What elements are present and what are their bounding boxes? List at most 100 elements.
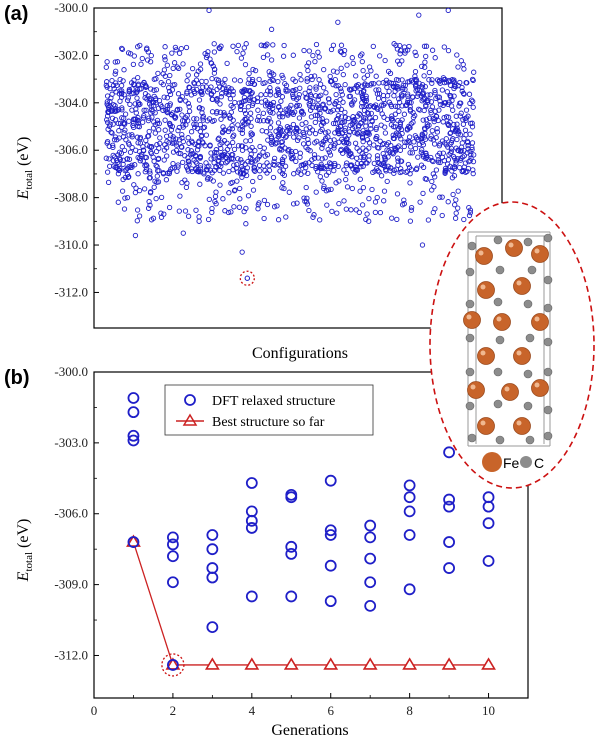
fe-atom-highlight [508,242,514,248]
configuration-point [130,61,137,68]
configuration-point [358,154,364,160]
configuration-point [317,110,323,116]
panel-a-frame [93,7,503,329]
configuration-point [418,149,424,155]
configuration-point [372,199,379,205]
best-structure-point [126,534,141,547]
dft-point [443,500,455,513]
configuration-point [121,67,127,73]
configuration-point [369,117,375,124]
configuration-point [366,153,372,159]
configuration-point [336,103,342,110]
c-atom [495,435,505,445]
configuration-point [223,160,229,166]
configuration-point [158,194,165,201]
configuration-point [137,42,143,49]
configuration-point [245,193,252,199]
configuration-point [136,148,143,155]
panel-a-y-tick-label: -306.0 [54,142,88,157]
configuration-point [313,86,319,92]
configuration-point [280,158,286,165]
configuration-point [392,146,398,152]
configuration-point [384,84,390,90]
configuration-point [312,130,319,137]
configuration-point [311,152,318,158]
configuration-point [451,165,458,172]
c-atom [523,237,533,247]
configuration-point [388,122,395,128]
configuration-point [290,91,296,98]
configuration-point [332,141,338,147]
fe-atom [477,417,495,435]
configuration-point [155,70,161,77]
best-structure-point [402,657,418,670]
configuration-point [445,47,452,54]
configuration-point [197,121,203,128]
configuration-point [317,173,323,180]
configuration-point [271,204,278,210]
configuration-point [287,124,293,131]
panel-b-y-tick-label: -312.0 [54,647,88,662]
configuration-point [245,119,251,125]
configuration-point [109,130,115,136]
configuration-point [413,78,419,84]
configuration-point [309,127,316,133]
configuration-point [178,144,184,150]
configuration-point [124,194,131,201]
configuration-point [179,144,185,150]
configuration-point [177,96,183,102]
configuration-point [407,180,413,186]
configuration-point [407,150,413,156]
dft-point [443,446,455,459]
configuration-point [346,129,353,135]
configuration-point [243,205,249,212]
configuration-point [455,188,461,194]
configuration-point [453,197,459,203]
configuration-point [137,134,144,141]
configuration-point [223,154,229,160]
panel-b-y-tick-label: -303.0 [54,435,88,450]
configuration-point [282,80,288,87]
configuration-point [290,121,297,128]
configuration-point [185,135,191,141]
configuration-point [231,146,238,153]
configuration-point [326,100,332,106]
configuration-point [437,194,443,200]
configuration-point [330,68,337,74]
configuration-point [381,114,387,120]
configuration-point [390,135,397,141]
configuration-point [151,184,157,190]
configuration-point [469,124,476,130]
configuration-point [267,88,274,95]
configuration-point [466,212,473,219]
configuration-point [295,95,302,101]
configuration-point [310,52,316,59]
panel-a-y-axis-subscript: total [23,170,35,190]
configuration-point [116,128,122,134]
configuration-point [433,134,439,141]
configuration-point [205,216,212,223]
configuration-point [235,42,241,49]
configuration-point [135,114,141,121]
configuration-point [328,46,335,53]
configuration-point [110,144,116,151]
configuration-point [278,98,284,104]
configuration-point [319,178,325,184]
configuration-point [104,59,110,65]
configuration-point [350,117,356,124]
configuration-point [194,147,201,153]
configuration-point [191,116,197,122]
configuration-point [408,204,415,211]
configuration-point [255,107,261,113]
configuration-point [117,98,123,104]
configuration-point [162,57,168,63]
configuration-point [290,93,296,100]
configuration-point [256,162,263,169]
configuration-point [215,77,222,83]
configuration-point [263,129,270,135]
configuration-point [134,89,140,95]
configuration-point [309,157,315,163]
configuration-point [463,107,470,113]
configuration-point [322,137,328,143]
configuration-point [434,77,441,83]
